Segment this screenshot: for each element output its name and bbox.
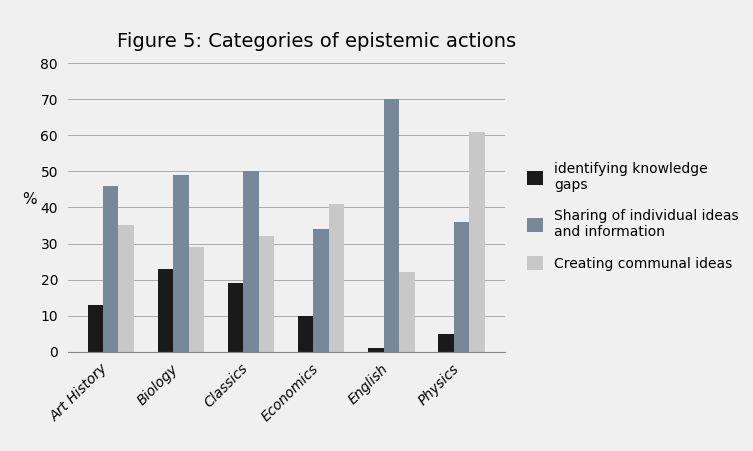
Y-axis label: %: % (22, 193, 37, 207)
Bar (158, 269, 173, 352)
Bar (438, 334, 454, 352)
Bar (298, 316, 313, 352)
Bar (313, 229, 329, 352)
Text: Figure 5: Categories of epistemic actions: Figure 5: Categories of epistemic action… (117, 32, 516, 51)
Legend: identifying knowledge
gaps, Sharing of individual ideas
and information, Creatin: identifying knowledge gaps, Sharing of i… (526, 162, 739, 271)
Bar (469, 132, 485, 352)
Bar (173, 175, 189, 352)
Bar (383, 99, 399, 352)
Bar (329, 204, 344, 352)
Bar (103, 186, 118, 352)
Bar (368, 348, 383, 352)
Bar (118, 226, 134, 352)
Bar (454, 222, 469, 352)
Bar (228, 283, 243, 352)
Bar (399, 272, 414, 352)
Bar (243, 171, 259, 352)
Bar (189, 247, 204, 352)
Bar (87, 305, 103, 352)
Bar (259, 236, 274, 352)
